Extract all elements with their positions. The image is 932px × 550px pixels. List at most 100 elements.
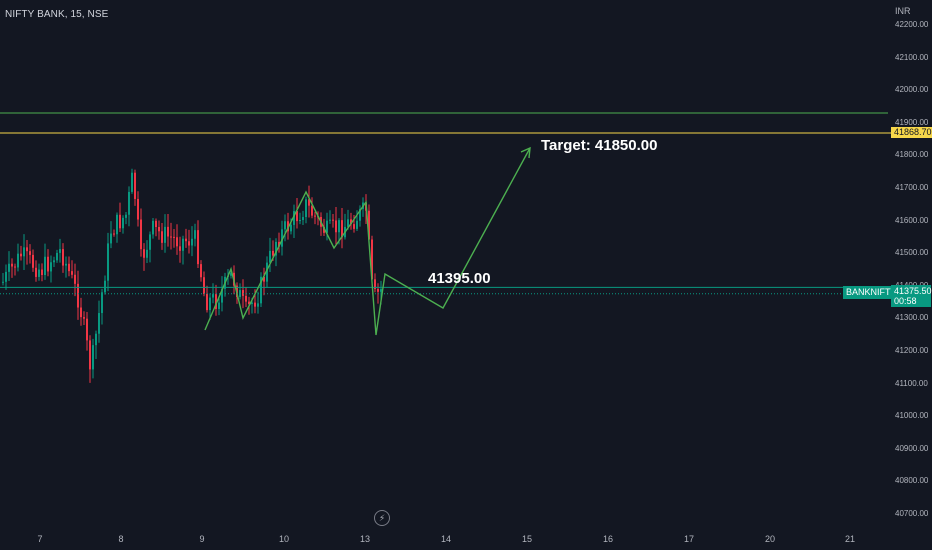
candle-body	[26, 247, 28, 252]
candle-body	[14, 266, 16, 268]
candle-body	[170, 236, 172, 238]
candle-body	[260, 276, 262, 304]
time-tick: 7	[37, 534, 43, 544]
candle-body	[20, 253, 22, 257]
candle-body	[140, 219, 142, 250]
candle-body	[98, 313, 100, 334]
candle-body	[32, 254, 34, 268]
candle-body	[209, 297, 211, 311]
candle-body	[188, 241, 190, 246]
candle-body	[254, 302, 256, 307]
candle-body	[350, 219, 352, 225]
price-tick: 42100.00	[895, 52, 929, 62]
projection-arrowhead	[520, 146, 531, 159]
price-tick: 41800.00	[895, 150, 929, 160]
candle-body	[311, 205, 313, 216]
candle-body	[35, 267, 37, 277]
candle-body	[275, 241, 277, 256]
candle-body	[116, 214, 118, 235]
currency-label: INR	[895, 6, 911, 16]
time-tick: 10	[278, 534, 290, 544]
candle-body	[38, 269, 40, 277]
candle-body	[95, 333, 97, 346]
price-tick: 41600.00	[895, 215, 929, 225]
projection-path	[204, 146, 531, 336]
candle-body	[176, 237, 178, 247]
price-tick: 40700.00	[895, 509, 929, 518]
candle-body	[221, 288, 223, 303]
candle-body	[257, 303, 259, 307]
candle-body	[122, 217, 124, 229]
candle-body	[74, 274, 76, 284]
price-tick: 40900.00	[895, 443, 929, 453]
target-annotation: Target: 41850.00	[541, 137, 658, 154]
candle-body	[50, 262, 52, 272]
time-tick: 14	[440, 534, 452, 544]
price-tick: 41300.00	[895, 313, 929, 323]
candle-body	[206, 293, 208, 311]
candle-body	[242, 290, 244, 296]
time-tick: 15	[521, 534, 533, 544]
candle-body	[287, 221, 289, 232]
candle-body	[23, 247, 25, 257]
candle-body	[371, 239, 373, 280]
candle-body	[47, 256, 49, 272]
flash-icon[interactable]: ⚡	[374, 510, 390, 526]
candle-body	[248, 301, 250, 304]
horizontal-levels	[0, 112, 932, 295]
candle-body	[251, 302, 253, 304]
candle-body	[113, 233, 115, 235]
candle-body	[155, 220, 157, 227]
time-tick: 9	[199, 534, 205, 544]
candle-body	[179, 246, 181, 251]
current-price: 41375.50	[894, 286, 932, 296]
candle-body	[89, 340, 91, 370]
candle-body	[338, 220, 340, 233]
candle-body	[293, 211, 295, 225]
candle-body	[173, 236, 175, 238]
candle-body	[41, 269, 43, 276]
candle-body	[353, 224, 355, 229]
symbol-tag: BANKNIFTY	[843, 286, 900, 299]
time-tick: 8	[118, 534, 124, 544]
price-tick: 41000.00	[895, 411, 929, 421]
candle-body	[356, 220, 358, 229]
candle-body	[134, 172, 136, 199]
candle-body	[29, 251, 31, 255]
candle-body	[341, 220, 343, 238]
price-tick: 41700.00	[895, 183, 929, 192]
candle-body	[131, 172, 133, 192]
candle-body	[266, 262, 268, 282]
candle-body	[347, 219, 349, 227]
symbol-info[interactable]: NIFTY BANK, 15, NSE	[5, 9, 109, 20]
candle-body	[335, 220, 337, 233]
candle-body	[329, 219, 331, 221]
candle-body	[218, 302, 220, 309]
candle-body	[299, 220, 301, 222]
candle-body	[77, 283, 79, 308]
time-tick: 13	[359, 534, 371, 544]
candle-body	[182, 238, 184, 251]
projection-line[interactable]	[204, 147, 531, 336]
candle-body	[2, 281, 4, 283]
candle-body	[326, 220, 328, 233]
candle-body	[44, 256, 46, 276]
time-tick: 20	[764, 534, 776, 544]
candle-body	[128, 191, 130, 215]
candle-body	[101, 292, 103, 314]
price-tick: 41900.00	[895, 117, 929, 127]
candle-body	[212, 294, 214, 298]
candle-body	[92, 345, 94, 370]
price-tick: 42000.00	[895, 85, 929, 95]
candle-body	[290, 224, 292, 232]
candle-body	[302, 217, 304, 221]
candle-body	[62, 249, 64, 266]
candle-body	[152, 220, 154, 235]
bar-countdown: 00:58	[894, 296, 917, 306]
candle-body	[368, 210, 370, 240]
candle-body	[125, 214, 127, 218]
candle-body	[107, 243, 109, 281]
candle-body	[53, 260, 55, 263]
time-tick: 21	[844, 534, 856, 544]
